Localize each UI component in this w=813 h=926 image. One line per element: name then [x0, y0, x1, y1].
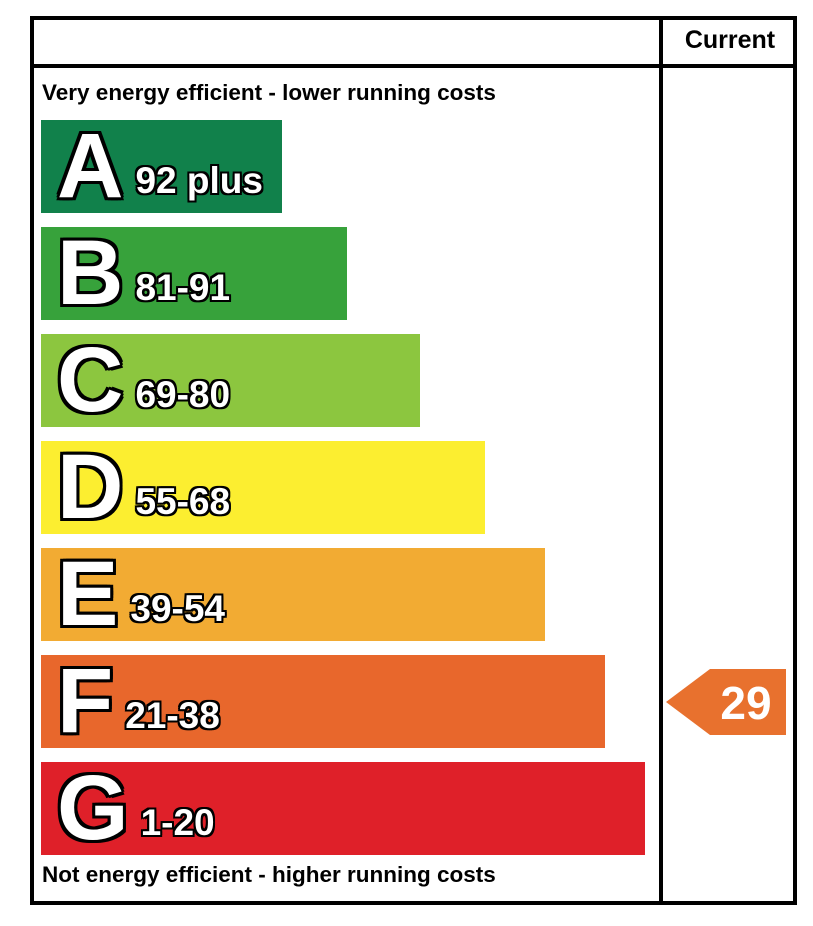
band-range: 92 plus — [135, 160, 263, 201]
current-rating-arrow: 29 — [666, 668, 786, 735]
current-column-header: Current — [684, 25, 776, 54]
band-letter: A — [57, 115, 124, 217]
current-column-divider — [659, 16, 663, 905]
caption-not-efficient: Not energy efficient - higher running co… — [42, 862, 496, 887]
band-row-E: E 39-54 — [41, 548, 545, 641]
band-row-D: D 55-68 — [41, 441, 485, 534]
band-row-C: C 69-80 — [41, 334, 420, 427]
band-letter: B — [57, 222, 124, 324]
band-letter: G — [57, 757, 129, 859]
header-separator-line — [30, 64, 797, 68]
arrow-shape — [666, 668, 786, 735]
band-range: 55-68 — [135, 481, 231, 522]
band-letter: C — [57, 329, 124, 431]
band-letter: D — [57, 436, 124, 538]
caption-very-efficient: Very energy efficient - lower running co… — [42, 80, 496, 105]
left-arrow-icon: 29 — [666, 668, 786, 735]
band-range: 39-54 — [130, 588, 226, 629]
band-row-G: G 1-20 — [41, 762, 645, 855]
band-range: 69-80 — [135, 374, 231, 415]
band-letter: E — [57, 543, 119, 645]
band-letter: F — [57, 650, 114, 752]
band-row-F: F 21-38 — [41, 655, 605, 748]
band-range: 81-91 — [135, 267, 231, 308]
band-range: 1-20 — [140, 802, 215, 843]
current-rating-value: 29 — [720, 677, 771, 729]
band-row-A: A 92 plus — [41, 120, 282, 213]
band-row-B: B 81-91 — [41, 227, 347, 320]
band-range: 21-38 — [125, 695, 220, 736]
